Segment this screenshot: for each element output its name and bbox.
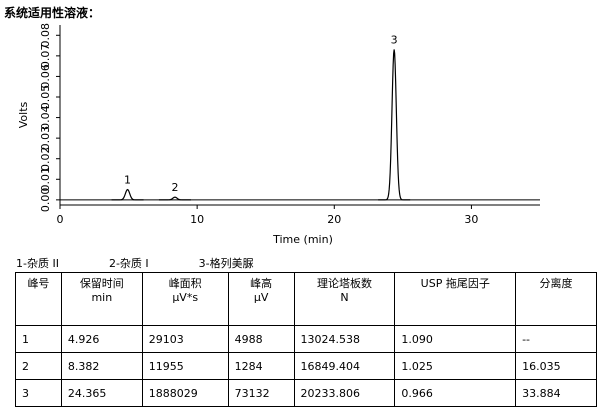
row: 1 4.926 29103 4988 13024.538 1.090 --: [15, 325, 597, 353]
cell: 73132: [227, 379, 295, 407]
cell: 1.025: [394, 352, 517, 380]
peak: [111, 188, 144, 201]
header-cell: USP 拖尾因子: [394, 272, 517, 326]
cell: 2: [15, 352, 62, 380]
y-tick-label: 0.06: [39, 64, 52, 89]
peak-label: 1: [124, 174, 131, 187]
x-tick-label: 30: [464, 213, 478, 226]
header-text: µV*s: [172, 291, 199, 304]
x-axis-label: Time (min): [272, 233, 333, 246]
y-tick-label: 0.05: [39, 85, 52, 110]
x-tick-label: 0: [57, 213, 64, 226]
cell: 20233.806: [293, 379, 396, 407]
cell: 24.365: [60, 379, 143, 407]
cell: 16.035: [515, 352, 597, 380]
peak: [378, 49, 411, 201]
y-tick-label: 0.01: [39, 167, 52, 192]
cell: 1: [15, 325, 62, 353]
header-cell: 理论塔板数 N: [293, 272, 396, 326]
cell: 1888029: [141, 379, 229, 407]
cell: 4.926: [60, 325, 143, 353]
header-text: 理论塔板数: [316, 277, 372, 290]
legend-item: 1-杂质 II: [16, 257, 59, 270]
cell: 0.966: [394, 379, 517, 407]
y-tick-label: 0.07: [39, 44, 52, 69]
x-tick-label: 10: [190, 213, 204, 226]
header-text: µV: [253, 291, 269, 304]
title: 系统适用性溶液：: [4, 6, 101, 20]
header-text: 分离度: [539, 277, 573, 290]
cell: 3: [15, 379, 62, 407]
header-text: 保留时间: [79, 277, 124, 290]
y-tick-label: 0.00: [39, 188, 52, 213]
cell: 4988: [227, 325, 295, 353]
peak: [158, 196, 191, 201]
cell: 33.884: [515, 379, 597, 407]
header-cell: 分离度: [515, 272, 597, 326]
y-tick-label: 0.08: [39, 23, 52, 48]
y-axis-label: Volts: [17, 101, 30, 128]
header-text: 峰高: [250, 277, 273, 290]
header-text: min: [91, 291, 113, 304]
header-cell: 峰高 µV: [227, 272, 295, 326]
cell: 1284: [227, 352, 295, 380]
y-tick-label: 0.03: [39, 126, 52, 151]
header-text: 峰面积: [168, 277, 202, 290]
header-text: USP 拖尾因子: [420, 277, 490, 290]
x-tick-label: 20: [327, 213, 341, 226]
legend-item: 2-杂质 I: [108, 257, 149, 270]
cell: 13024.538: [293, 325, 396, 353]
header-text: 峰号: [27, 277, 50, 290]
header-row: 峰号 保留时间 min 峰面积 µV*s 峰高 µV 理论塔板数 N USP 拖尾因子 分离度: [15, 272, 597, 326]
header-cell: 峰面积 µV*s: [141, 272, 229, 326]
y-tick-label: 0.02: [39, 146, 52, 171]
header-text: N: [340, 291, 349, 304]
legend: 1-杂质 II 2-杂质 I 3-格列美脲: [16, 255, 304, 271]
peak-label: 2: [171, 181, 178, 194]
chart: 0.000.010.020.030.040.050.060.070.08 0 10 2…: [17, 23, 540, 246]
legend-item: 3-格列美脲: [198, 257, 254, 270]
cell: 1.090: [394, 325, 517, 353]
cell: --: [515, 325, 597, 353]
row: 3 24.365 1888029 73132 20233.806 0.966 33.884: [15, 379, 597, 407]
row: 2 8.382 11955 1284 16849.404 1.025 16.035: [15, 352, 597, 380]
cell: 11955: [141, 352, 229, 380]
table: 峰号 保留时间 min 峰面积 µV*s 峰高 µV 理论塔板数 N USP 拖尾因子 分离度 1 4.…: [15, 272, 597, 407]
header-cell: 峰号: [15, 272, 62, 326]
cell: 8.382: [60, 352, 143, 380]
cell: 29103: [141, 325, 229, 353]
peak-label: 3: [391, 33, 398, 46]
cell: 16849.404: [293, 352, 396, 380]
y-tick-label: 0.04: [39, 105, 52, 130]
header-cell: 保留时间 min: [60, 272, 143, 326]
